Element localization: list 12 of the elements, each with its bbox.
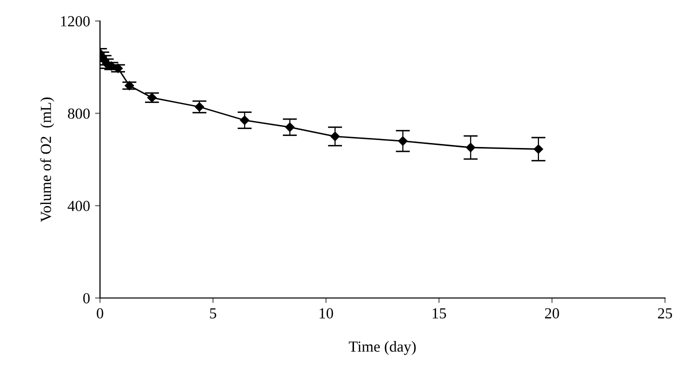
y-tick-label: 1200 [61,16,90,26]
x-tick-label: 15 [432,308,446,318]
x-tick-label: 5 [210,308,216,318]
x-tick-label: 20 [545,308,560,318]
x-tick-label: 10 [320,308,334,318]
y-axis-title: Volume of O2 (mL) [40,98,54,222]
y-tick-label: 0 [83,293,90,304]
x-tick-label: 0 [96,308,104,318]
y-tick-label: 800 [68,108,90,119]
x-axis-title: Time (day) [348,341,416,355]
x-tick-label: 25 [658,308,672,318]
y-tick-label: 400 [68,200,90,212]
